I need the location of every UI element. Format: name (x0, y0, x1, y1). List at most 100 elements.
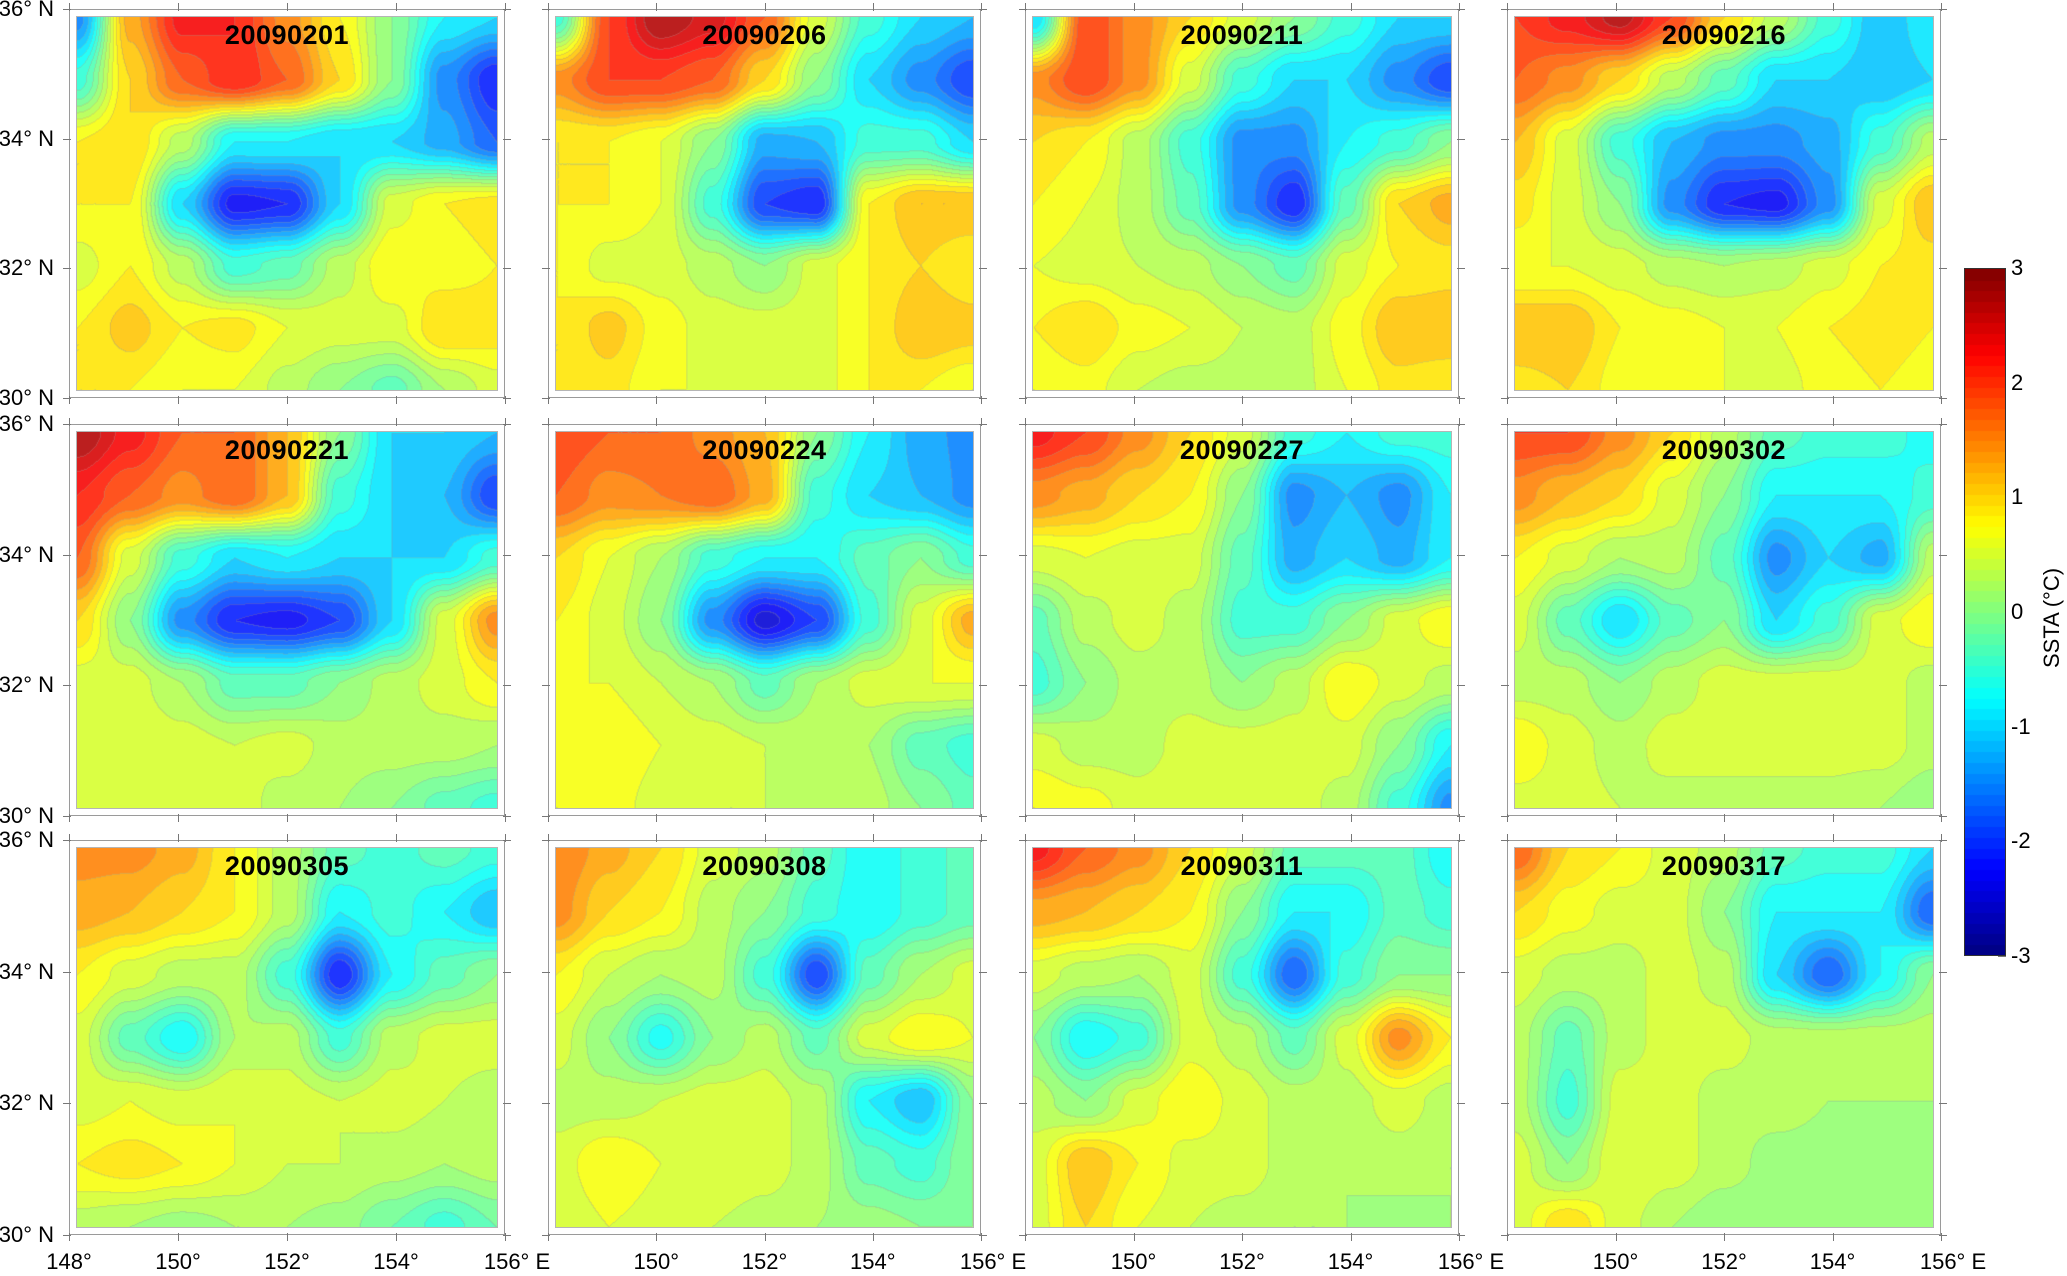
y-tick-mark (63, 398, 71, 399)
x-tick-mark (287, 1233, 288, 1241)
y-tick-mark (1019, 685, 1027, 687)
x-tick-mark (69, 814, 70, 822)
y-tick-mark (542, 398, 550, 399)
x-tick-mark (178, 396, 179, 404)
x-tick-mark (981, 418, 982, 426)
x-tick-mark (1724, 1233, 1725, 1241)
y-tick-mark (1457, 9, 1465, 10)
y-tick-mark (979, 424, 987, 425)
map-panel: 20090311 (1025, 840, 1459, 1235)
x-tick-mark (396, 1233, 397, 1241)
map-panel: 20090206 (548, 9, 981, 398)
colorbar-tick-label: 3 (2011, 255, 2024, 280)
y-tick-mark (1457, 971, 1465, 973)
x-tick-mark (396, 3, 397, 11)
x-tick-mark (872, 418, 874, 426)
y-tick-label: 34° N (0, 958, 54, 984)
x-tick-mark (872, 834, 874, 842)
y-tick-mark (1939, 9, 1947, 10)
y-tick-mark (1939, 685, 1947, 687)
x-tick-mark (1025, 834, 1026, 842)
y-tick-mark (503, 1103, 511, 1105)
y-tick-label: 30° N (0, 385, 54, 410)
y-tick-mark (979, 816, 987, 817)
ssta-heatmap (1514, 16, 1934, 391)
map-panel: 20090227 (1025, 424, 1459, 816)
y-tick-mark (63, 816, 71, 817)
y-tick-mark (1019, 424, 1027, 425)
y-tick-mark (63, 1103, 71, 1105)
x-tick-mark (178, 418, 179, 426)
x-tick-mark (1507, 814, 1508, 822)
x-tick-label: 152° (1701, 1249, 1747, 1274)
x-tick-label: 152° (1219, 1249, 1265, 1274)
x-tick-mark (764, 834, 766, 842)
x-tick-label: 150° (155, 1249, 201, 1274)
colorbar-tick-label: 1 (2011, 484, 2024, 510)
x-tick-mark (1459, 834, 1460, 842)
x-tick-label: 150° (633, 1249, 680, 1274)
y-tick-mark (503, 971, 511, 973)
x-tick-mark (1941, 834, 1942, 842)
x-tick-mark (178, 834, 179, 842)
ssta-heatmap (1032, 847, 1452, 1228)
x-tick-mark (981, 834, 982, 842)
y-tick-mark (979, 268, 987, 270)
x-tick-label: 152° (264, 1249, 310, 1274)
y-tick-mark (1939, 268, 1947, 270)
x-tick-mark (548, 814, 549, 822)
x-tick-mark (548, 1233, 549, 1241)
y-tick-mark (1019, 138, 1027, 140)
x-tick-mark (1615, 396, 1617, 404)
y-tick-label: 36° N (0, 0, 54, 21)
y-tick-label: 32° N (0, 672, 54, 698)
y-tick-mark (979, 1235, 987, 1236)
x-tick-mark (548, 418, 549, 426)
map-panel: 20090201 (69, 9, 505, 398)
y-tick-mark (1501, 685, 1509, 687)
y-tick-mark (1939, 554, 1947, 556)
map-panel: 20090211 (1025, 9, 1459, 398)
x-tick-mark (1507, 3, 1508, 11)
ssta-heatmap (1514, 431, 1934, 809)
y-tick-label: 34° N (0, 125, 54, 151)
y-tick-mark (63, 268, 71, 270)
y-tick-mark (1939, 1235, 1947, 1236)
x-tick-mark (1350, 3, 1352, 11)
y-tick-mark (1457, 1235, 1465, 1236)
y-tick-mark (1019, 971, 1027, 973)
panel-title: 20090201 (224, 20, 350, 50)
x-tick-label: 152° (741, 1249, 788, 1274)
y-tick-mark (542, 1103, 550, 1105)
x-tick-mark (1615, 834, 1617, 842)
y-tick-mark (1501, 424, 1509, 425)
x-tick-mark (69, 1233, 70, 1241)
x-tick-mark (1832, 834, 1834, 842)
x-tick-mark (656, 814, 658, 822)
x-tick-mark (656, 1233, 658, 1241)
x-tick-label: 156° E (1919, 1249, 1987, 1274)
colorbar-tick-label: -3 (2011, 943, 2031, 968)
map-panel: 20090305 (69, 840, 505, 1235)
x-tick-mark (548, 3, 549, 11)
y-tick-mark (1939, 398, 1947, 399)
x-tick-mark (1724, 834, 1725, 842)
x-tick-mark (1242, 834, 1243, 842)
x-tick-mark (981, 814, 982, 822)
panel-title: 20090317 (1661, 851, 1787, 881)
y-tick-mark (63, 424, 71, 425)
x-tick-mark (1459, 814, 1460, 822)
y-tick-mark (979, 1103, 987, 1105)
y-tick-mark (542, 554, 550, 556)
x-tick-mark (396, 396, 397, 404)
x-tick-label: 156° E (1437, 1249, 1505, 1274)
x-tick-mark (396, 418, 397, 426)
x-tick-mark (1615, 3, 1617, 11)
x-tick-mark (1242, 3, 1243, 11)
panel-title: 20090221 (224, 435, 350, 465)
y-tick-mark (503, 398, 511, 399)
y-tick-mark (1457, 685, 1465, 687)
colorbar-tick (1998, 956, 2006, 957)
y-tick-mark (1501, 398, 1509, 399)
x-tick-mark (287, 814, 288, 822)
